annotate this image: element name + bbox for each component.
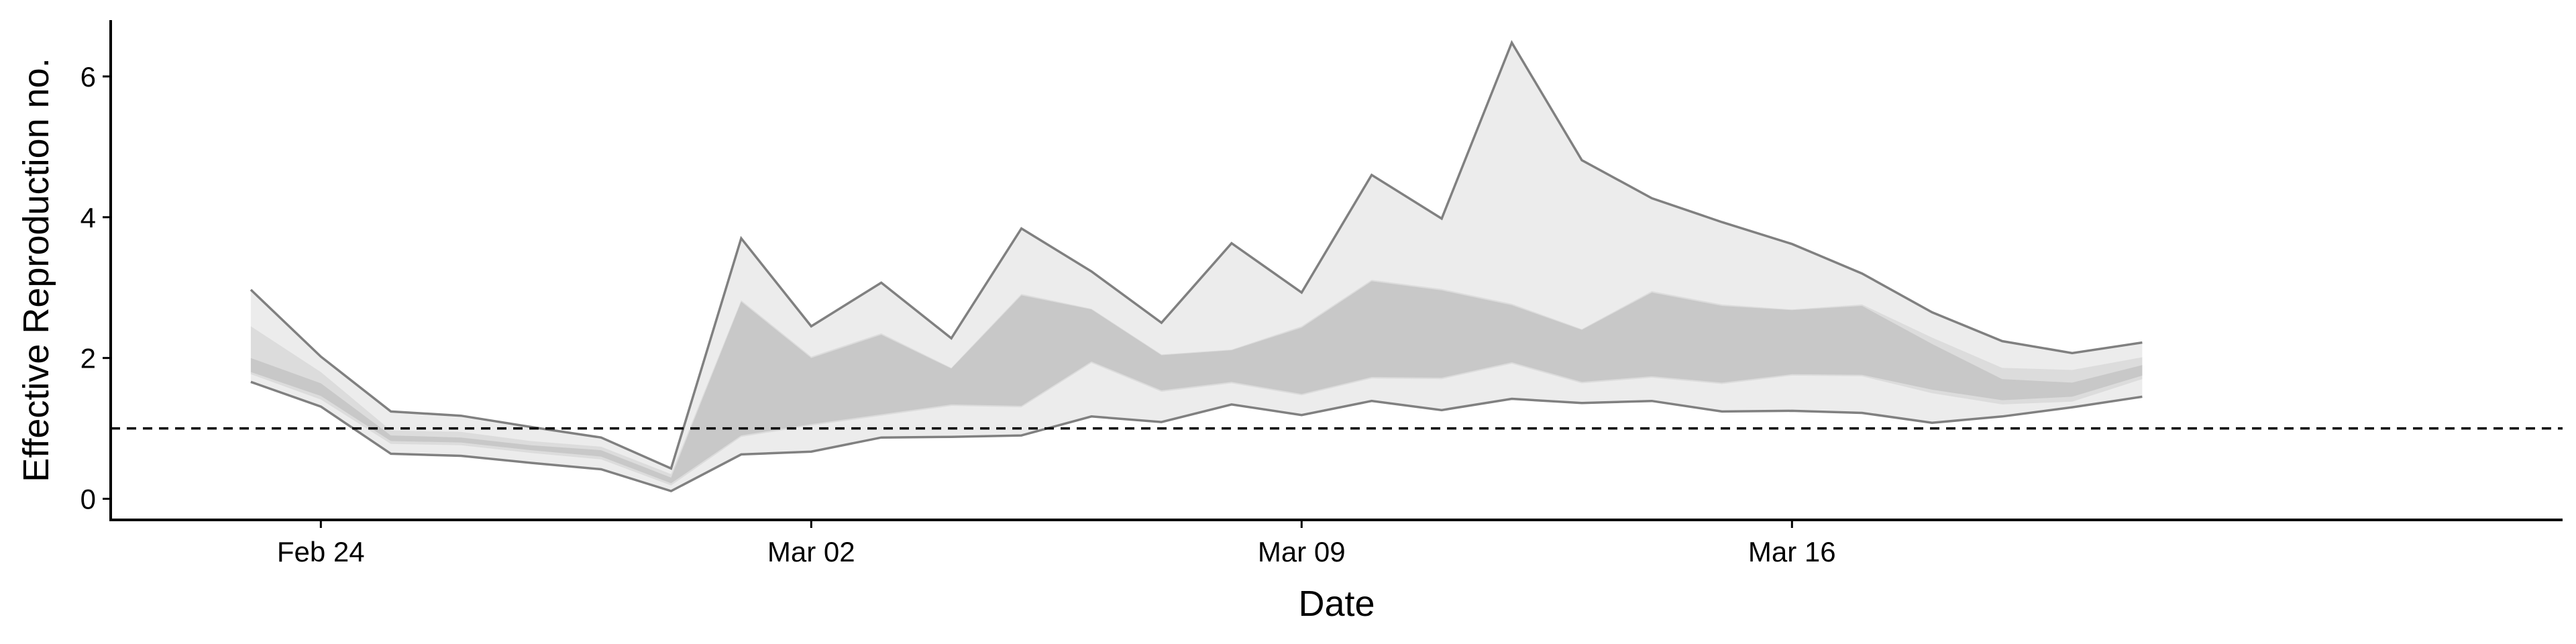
y-axis-ticks: 0 2 4 6 <box>80 61 111 515</box>
x-tick-label: Mar 02 <box>767 536 855 568</box>
x-tick-label: Mar 16 <box>1748 536 1836 568</box>
y-tick-label: 2 <box>80 343 96 374</box>
y-tick-label: 6 <box>80 61 96 93</box>
x-axis-title: Date <box>1298 584 1375 624</box>
x-tick-label: Feb 24 <box>277 536 365 568</box>
y-axis-title: Effective Reproduction no. <box>16 58 56 482</box>
outer-upper-line <box>250 40 2143 470</box>
uncertainty-bands <box>250 42 2143 492</box>
y-tick-label: 4 <box>80 202 96 233</box>
outer-bound-lines <box>250 40 2143 492</box>
y-tick-label: 0 <box>80 484 96 515</box>
x-axis-ticks: Feb 24 Mar 02 Mar 09 Mar 16 <box>277 520 1836 568</box>
band-inner <box>250 281 2143 484</box>
band-outer <box>250 42 2143 492</box>
x-tick-label: Mar 09 <box>1258 536 1346 568</box>
outer-lower-line <box>250 380 2143 492</box>
